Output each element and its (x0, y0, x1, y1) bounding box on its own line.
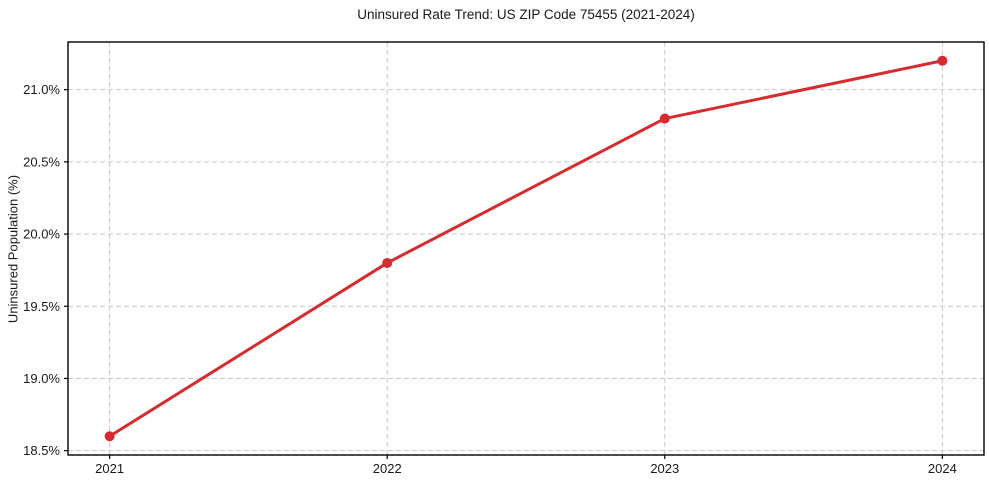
y-tick-label: 18.5% (23, 443, 60, 458)
y-tick-label: 20.5% (23, 154, 60, 169)
chart-title: Uninsured Rate Trend: US ZIP Code 75455 … (357, 7, 695, 22)
x-tick-label: 2021 (95, 461, 124, 476)
data-point-marker (937, 55, 948, 66)
plot-border (67, 41, 985, 456)
y-tick-label: 21.0% (23, 82, 60, 97)
y-tick-label: 19.5% (23, 299, 60, 314)
y-tick-label: 19.0% (23, 371, 60, 386)
x-tick-label: 2022 (373, 461, 402, 476)
data-point-marker (382, 257, 393, 268)
data-point-marker (104, 431, 115, 442)
data-point-marker (659, 113, 670, 124)
y-tick-label: 20.0% (23, 227, 60, 242)
x-tick-label: 2024 (928, 461, 957, 476)
trend-line (108, 59, 944, 438)
x-tick-label: 2023 (650, 461, 679, 476)
